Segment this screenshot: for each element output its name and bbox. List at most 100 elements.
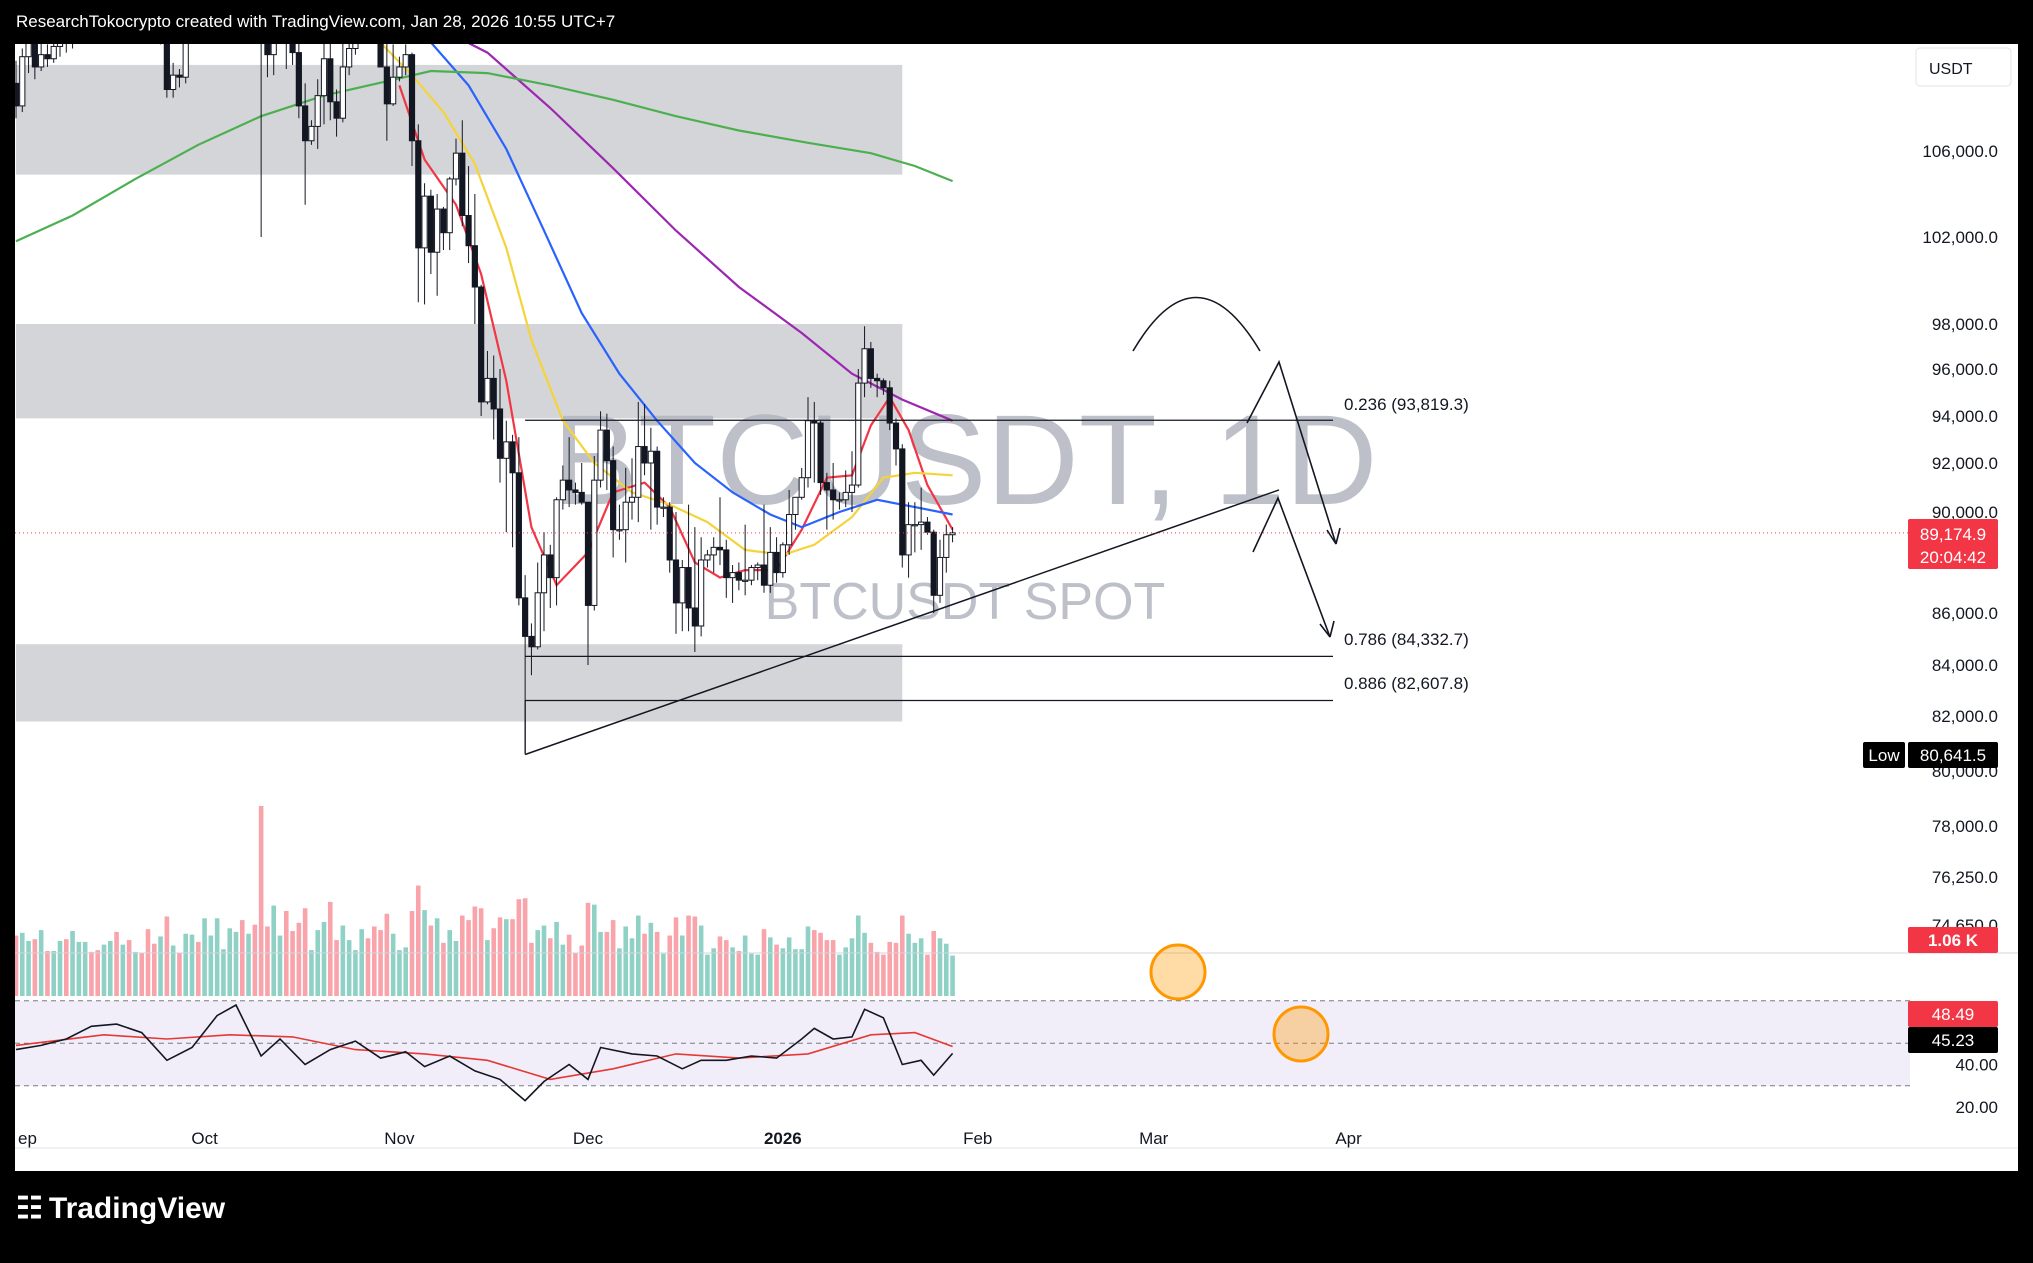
volume-bar [384, 913, 390, 996]
volume-bar [843, 947, 849, 996]
candle [496, 369, 504, 483]
price-axis: 106,000.0 102,000.0 98,000.0 96,000.0 94,000… [1922, 142, 1998, 1117]
candle [72, 44, 74, 49]
candle [566, 437, 573, 508]
candle-body [302, 105, 309, 142]
candle-body [823, 482, 830, 491]
candle-body [817, 422, 824, 484]
volume-bar [667, 935, 673, 996]
candle [760, 504, 768, 593]
volume-bar [170, 945, 176, 996]
rsi-ma-value: 48.49 [1932, 1005, 1975, 1024]
volume-bar [585, 902, 591, 996]
candle [559, 465, 566, 510]
candle [452, 138, 460, 186]
volume-bar [862, 932, 867, 996]
candle [320, 44, 328, 125]
candle-body [540, 554, 548, 594]
candles [15, 44, 956, 755]
volume-bar [378, 930, 383, 996]
drawings [15, 296, 1908, 756]
volume-bar [522, 898, 528, 996]
candle [754, 562, 761, 581]
volume-bars [15, 806, 955, 996]
candle-body [333, 101, 340, 119]
candle-body [484, 377, 491, 403]
chart-panel[interactable]: BTCUSDT, 1D BTCUSDT SPOT 106,000.0 102,00… [15, 44, 2018, 1171]
highlight-circle-icon [1272, 1005, 1330, 1063]
volume-bar [233, 931, 239, 996]
volume-bar [76, 941, 82, 996]
candle [19, 48, 26, 113]
candle-body [346, 48, 353, 68]
candle [383, 44, 390, 141]
candle-body [496, 408, 504, 459]
candle-body [710, 546, 717, 556]
candle-body [798, 477, 805, 498]
candle-body [779, 544, 786, 574]
candle [729, 565, 736, 603]
candle-body [949, 532, 956, 536]
volume-tag: 1.06 K [1908, 927, 1998, 953]
candle-body [289, 44, 296, 54]
volume-bar [19, 932, 25, 996]
volume-bar [566, 934, 572, 996]
chart-canvas[interactable]: BTCUSDT, 1D BTCUSDT SPOT 106,000.0 102,00… [15, 44, 2018, 1171]
volume-bar [510, 919, 515, 996]
candle-body [886, 387, 893, 424]
candle [446, 176, 453, 251]
candle-body [905, 524, 912, 556]
candle-body [459, 152, 466, 216]
candle [886, 380, 893, 431]
candle [616, 504, 623, 540]
tradingview-logo[interactable]: ☷ TradingView [16, 1191, 225, 1226]
candle-body [270, 44, 277, 56]
candle-body [679, 567, 686, 604]
volume-bar [629, 938, 635, 996]
candle-body [729, 572, 736, 579]
volume-bar [302, 908, 308, 996]
candle-body [754, 564, 761, 569]
time-axis: ep Oct Nov Dec 2026 Feb Mar Apr [15, 1129, 2018, 1149]
volume-bar [145, 929, 151, 996]
volume-bar [554, 921, 559, 996]
price-axis-label: 94,000.0 [1932, 407, 1998, 426]
volume-bar [799, 949, 805, 996]
volume-bar [239, 920, 245, 996]
volume-bar [290, 931, 295, 996]
currency-button[interactable]: USDT [1915, 47, 2012, 87]
candle [390, 44, 397, 106]
volume-bar [943, 943, 949, 996]
candle-body [943, 534, 950, 558]
volume-bar [786, 937, 792, 996]
candle-body [528, 635, 535, 648]
volume-bar [761, 929, 767, 996]
candle-body [867, 348, 874, 379]
low-marker: Low 80,641.5 [1863, 742, 1998, 768]
moving-average-line-2 [430, 44, 953, 529]
volume-bar [327, 901, 333, 996]
volume-bar [654, 931, 660, 996]
candle [918, 487, 925, 550]
candle [848, 451, 856, 512]
volume-bar [529, 942, 534, 996]
candle [459, 120, 466, 227]
volume-bar [497, 917, 503, 996]
volume-bar [503, 919, 509, 996]
candle [176, 69, 183, 88]
candle [285, 44, 287, 69]
candle-body [698, 559, 705, 627]
candle [716, 497, 724, 566]
attribution-text: ResearchTokocrypto created with TradingV… [16, 12, 616, 31]
volume-bar [89, 951, 94, 996]
candle [874, 373, 881, 398]
volume-bar [321, 921, 327, 996]
candle-body [861, 348, 868, 384]
candle-body [19, 56, 26, 107]
candle [735, 562, 742, 591]
candle-body [553, 499, 560, 579]
candle [610, 446, 617, 558]
candle-body [352, 44, 359, 50]
candle [823, 472, 830, 530]
volume-bar [912, 942, 918, 996]
